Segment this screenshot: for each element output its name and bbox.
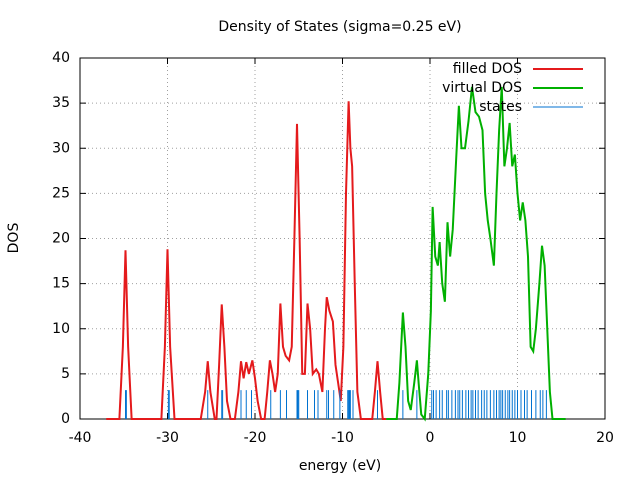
y-tick-label: 35 — [52, 95, 70, 111]
y-tick-label: 5 — [61, 366, 70, 382]
y-tick-label: 10 — [52, 321, 70, 337]
legend-label: filled DOS — [453, 61, 522, 77]
dos-line — [386, 86, 566, 422]
y-tick-label: 40 — [52, 50, 70, 66]
x-axis-label: energy (eV) — [299, 458, 381, 474]
chart-title: Density of States (sigma=0.25 eV) — [218, 19, 461, 35]
legend-label: virtual DOS — [442, 80, 522, 96]
dos-line — [106, 101, 387, 420]
y-tick-label: 0 — [61, 411, 70, 427]
y-axis-label: DOS — [6, 223, 22, 254]
x-tick-label: -20 — [244, 430, 267, 446]
x-tick-label: -30 — [156, 430, 179, 446]
legend-label: states — [479, 99, 522, 115]
x-tick-label: -40 — [69, 430, 92, 446]
y-tick-label: 25 — [52, 185, 70, 201]
y-tick-label: 15 — [52, 276, 70, 292]
x-tick-label: 0 — [426, 430, 435, 446]
y-tick-label: 20 — [52, 231, 70, 247]
x-tick-label: -10 — [331, 430, 354, 446]
y-tick-label: 30 — [52, 140, 70, 156]
plot-frame — [79, 57, 606, 420]
x-tick-label: 20 — [596, 430, 614, 446]
x-tick-label: 10 — [509, 430, 527, 446]
